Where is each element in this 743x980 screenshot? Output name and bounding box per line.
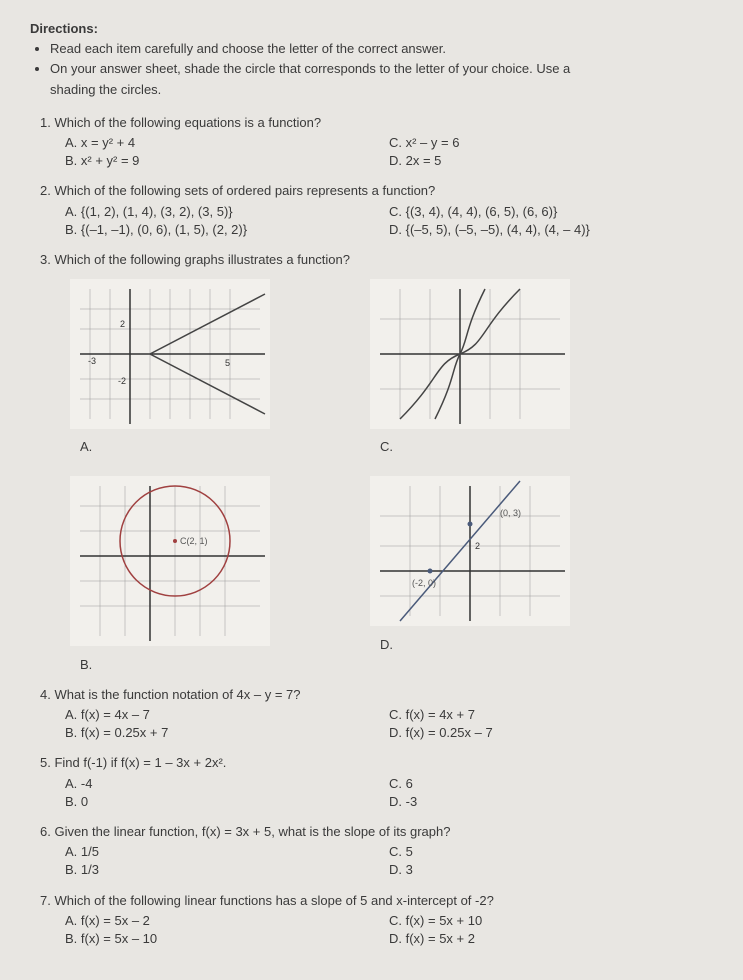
option-d: D. -3 bbox=[389, 793, 713, 811]
graph-label-c: C. bbox=[380, 438, 630, 456]
graph-b-svg: C(2, 1) bbox=[70, 476, 270, 646]
graph-a-svg: -3 2 -2 5 bbox=[70, 279, 270, 429]
direction-item: On your answer sheet, shade the circle t… bbox=[50, 60, 713, 78]
option-d: D. f(x) = 5x + 2 bbox=[389, 930, 713, 948]
option-b: B. f(x) = 5x – 10 bbox=[65, 930, 389, 948]
point-1 bbox=[428, 569, 433, 574]
question-1: 1. Which of the following equations is a… bbox=[40, 114, 713, 171]
graph-option-a: -3 2 -2 5 A. bbox=[70, 279, 330, 456]
question-text: 4. What is the function notation of 4x –… bbox=[40, 686, 713, 704]
question-4: 4. What is the function notation of 4x –… bbox=[40, 686, 713, 743]
directions-header: Directions: bbox=[30, 20, 713, 38]
point-label-2: (0, 3) bbox=[500, 508, 521, 518]
option-d: D. {(–5, 5), (–5, –5), (4, 4), (4, – 4)} bbox=[389, 221, 713, 239]
directions-list: Read each item carefully and choose the … bbox=[50, 40, 713, 99]
point-label-1: (-2, 0) bbox=[412, 578, 436, 588]
question-3: 3. Which of the following graphs illustr… bbox=[40, 251, 713, 674]
option-d: D. 3 bbox=[389, 861, 713, 879]
point-2 bbox=[468, 522, 473, 527]
graph-label-b: B. bbox=[80, 656, 330, 674]
option-b: B. x² + y² = 9 bbox=[65, 152, 389, 170]
option-b: B. f(x) = 0.25x + 7 bbox=[65, 724, 389, 742]
svg-text:2: 2 bbox=[120, 319, 125, 329]
option-a: A. 1/5 bbox=[65, 843, 389, 861]
option-c: C. f(x) = 4x + 7 bbox=[389, 706, 713, 724]
question-text: 5. Find f(-1) if f(x) = 1 – 3x + 2x². bbox=[40, 754, 713, 772]
graph-d-svg: (-2, 0) (0, 3) 2 bbox=[370, 476, 570, 626]
question-5: 5. Find f(-1) if f(x) = 1 – 3x + 2x². A.… bbox=[40, 754, 713, 811]
option-b: B. 0 bbox=[65, 793, 389, 811]
option-b: B. 1/3 bbox=[65, 861, 389, 879]
linear-line bbox=[400, 481, 520, 621]
center-label: C(2, 1) bbox=[180, 536, 208, 546]
ytick-2: 2 bbox=[475, 541, 480, 551]
option-c: C. x² – y = 6 bbox=[389, 134, 713, 152]
question-2: 2. Which of the following sets of ordere… bbox=[40, 182, 713, 239]
direction-item: Read each item carefully and choose the … bbox=[50, 40, 713, 58]
question-text: 1. Which of the following equations is a… bbox=[40, 114, 713, 132]
option-a: A. x = y² + 4 bbox=[65, 134, 389, 152]
option-c: C. f(x) = 5x + 10 bbox=[389, 912, 713, 930]
option-a: A. -4 bbox=[65, 775, 389, 793]
graph-label-d: D. bbox=[380, 636, 630, 654]
grid bbox=[80, 486, 260, 636]
svg-text:-3: -3 bbox=[88, 356, 96, 366]
question-7: 7. Which of the following linear functio… bbox=[40, 892, 713, 949]
svg-text:5: 5 bbox=[225, 358, 230, 368]
graph-c-svg bbox=[370, 279, 570, 429]
graph-option-b: C(2, 1) B. bbox=[70, 476, 330, 673]
option-d: D. 2x = 5 bbox=[389, 152, 713, 170]
question-text: 2. Which of the following sets of ordere… bbox=[40, 182, 713, 200]
option-a: A. f(x) = 4x – 7 bbox=[65, 706, 389, 724]
option-c: C. 5 bbox=[389, 843, 713, 861]
question-text: 6. Given the linear function, f(x) = 3x … bbox=[40, 823, 713, 841]
center-point bbox=[173, 539, 177, 543]
option-b: B. {(–1, –1), (0, 6), (1, 5), (2, 2)} bbox=[65, 221, 389, 239]
option-c: C. 6 bbox=[389, 775, 713, 793]
option-a: A. {(1, 2), (1, 4), (3, 2), (3, 5)} bbox=[65, 203, 389, 221]
option-d: D. f(x) = 0.25x – 7 bbox=[389, 724, 713, 742]
question-6: 6. Given the linear function, f(x) = 3x … bbox=[40, 823, 713, 880]
option-a: A. f(x) = 5x – 2 bbox=[65, 912, 389, 930]
question-text: 7. Which of the following linear functio… bbox=[40, 892, 713, 910]
option-c: C. {(3, 4), (4, 4), (6, 5), (6, 6)} bbox=[389, 203, 713, 221]
graph-option-c: C. bbox=[370, 279, 630, 456]
question-text: 3. Which of the following graphs illustr… bbox=[40, 251, 713, 269]
graph-option-d: (-2, 0) (0, 3) 2 D. bbox=[370, 476, 630, 673]
svg-text:-2: -2 bbox=[118, 376, 126, 386]
graph-label-a: A. bbox=[80, 438, 330, 456]
direction-item: shading the circles. bbox=[50, 82, 161, 97]
